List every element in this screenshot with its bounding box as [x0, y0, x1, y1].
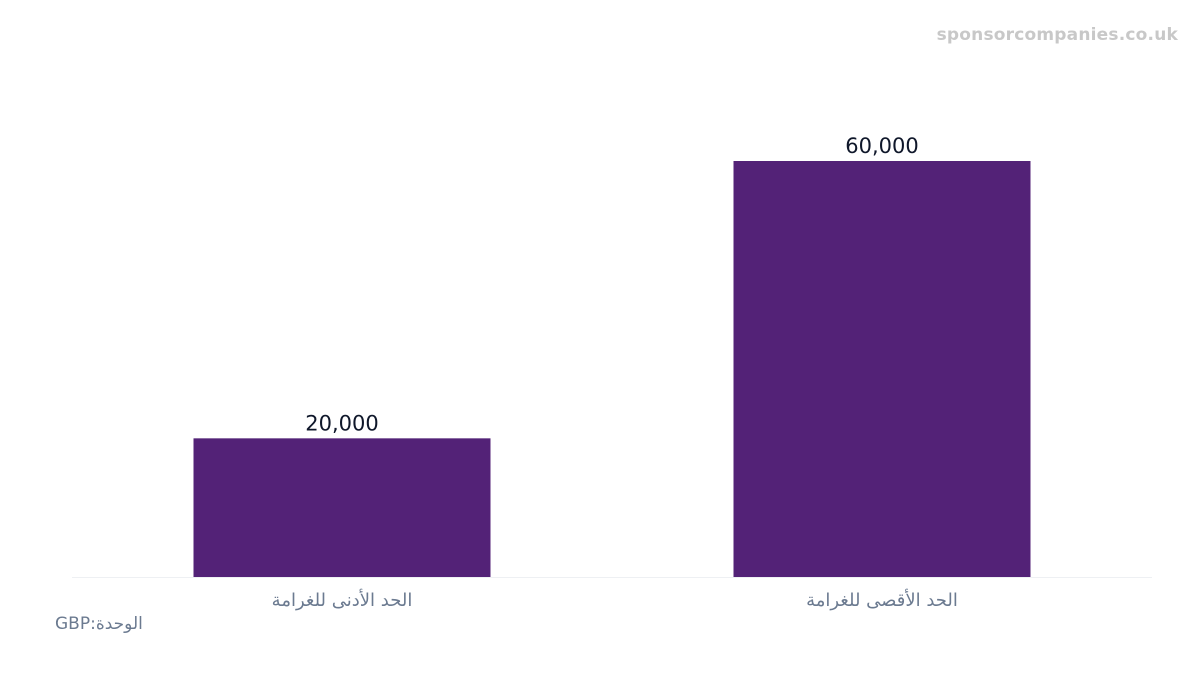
bars-layer [193, 161, 1031, 577]
unit-separator: : [90, 614, 96, 634]
bar-value-label-1: 60,000 [845, 134, 918, 158]
bar-0 [193, 438, 491, 577]
x-tick-label-1: الحد الأقصى للغرامة [806, 589, 958, 611]
x-tick-label-0: الحد الأدنى للغرامة [272, 589, 413, 611]
unit-label: GBP:الوحدة [55, 614, 143, 634]
bar-1 [733, 161, 1031, 577]
unit-value: GBP [55, 614, 91, 634]
unit-text: الوحدة [95, 614, 143, 634]
bar-value-label-0: 20,000 [305, 411, 378, 435]
watermark: sponsorcompanies.co.uk [936, 25, 1178, 45]
labels-layer: 20,000 الحد الأدنى للغرامة 60,000 الحد الأق… [272, 134, 958, 611]
